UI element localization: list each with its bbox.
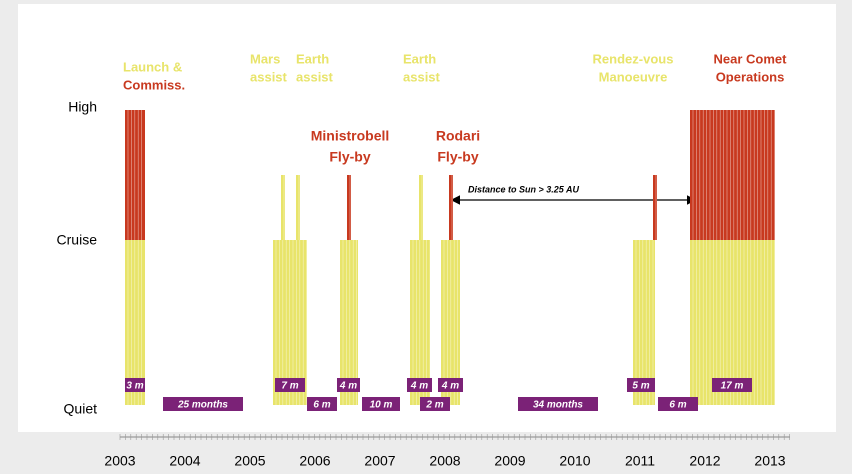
activity-bar: [273, 240, 307, 405]
phase-label: Operations: [716, 69, 785, 84]
year-label: 2006: [299, 453, 330, 469]
phase-label: assist: [296, 69, 334, 84]
duration-box: [627, 378, 655, 392]
activity-bar: [419, 175, 423, 240]
phase-label: Fly-by: [437, 149, 478, 165]
level-label: Cruise: [57, 232, 98, 248]
year-label: 2003: [104, 453, 135, 469]
activity-bar: [653, 175, 657, 240]
phase-label: Launch &: [123, 59, 182, 74]
phase-label: Manoeuvre: [599, 69, 668, 84]
phase-label: Earth: [296, 51, 329, 66]
duration-box: [658, 397, 698, 411]
year-label: 2004: [169, 453, 200, 469]
distance-annotation: Distance to Sun > 3.25 AU: [468, 184, 579, 194]
phase-label: Rendez-vous: [593, 51, 674, 66]
year-label: 2011: [625, 453, 655, 469]
activity-bar: [690, 110, 775, 240]
duration-box: [518, 397, 598, 411]
activity-bar: [449, 175, 453, 240]
year-label: 2010: [559, 453, 590, 469]
duration-label: 6 m: [313, 400, 330, 411]
duration-box: [362, 397, 400, 411]
duration-box: [163, 397, 243, 411]
phase-label: Earth: [403, 51, 436, 66]
phase-label: Rodari: [436, 128, 480, 144]
duration-box: [712, 378, 752, 392]
duration-box: [125, 378, 145, 392]
duration-label: 25 months: [177, 400, 228, 411]
activity-bar: [347, 175, 351, 240]
duration-label: 17 m: [721, 381, 744, 392]
activity-bar: [281, 175, 285, 240]
phase-label: Fly-by: [329, 149, 370, 165]
phase-label: Near Comet: [714, 51, 788, 66]
duration-label: 10 m: [370, 400, 393, 411]
duration-label: 6 m: [669, 400, 686, 411]
phase-label: Ministrobell: [311, 128, 390, 144]
duration-label: 7 m: [281, 381, 298, 392]
level-label: Quiet: [64, 401, 98, 417]
duration-box: [438, 378, 463, 392]
duration-box: [407, 378, 432, 392]
duration-box: [307, 397, 337, 411]
year-label: 2007: [364, 453, 395, 469]
phase-label: Mars: [250, 51, 280, 66]
duration-box: [275, 378, 305, 392]
phase-label: Commiss.: [123, 77, 185, 92]
year-label: 2012: [689, 453, 720, 469]
duration-label: 4 m: [339, 381, 357, 392]
phase-label: assist: [403, 69, 441, 84]
year-label: 2013: [754, 453, 785, 469]
year-label: 2008: [429, 453, 460, 469]
duration-label: 5 m: [632, 381, 649, 392]
activity-bar: [296, 175, 300, 240]
level-label: High: [68, 99, 97, 115]
duration-label: 2 m: [425, 400, 443, 411]
duration-box: [337, 378, 360, 392]
phase-label: assist: [250, 69, 288, 84]
duration-label: 4 m: [441, 381, 459, 392]
year-label: 2005: [234, 453, 265, 469]
duration-label: 3 m: [126, 381, 143, 392]
year-label: 2009: [494, 453, 525, 469]
duration-label: 34 months: [533, 400, 583, 411]
duration-label: 4 m: [410, 381, 428, 392]
duration-box: [420, 397, 450, 411]
